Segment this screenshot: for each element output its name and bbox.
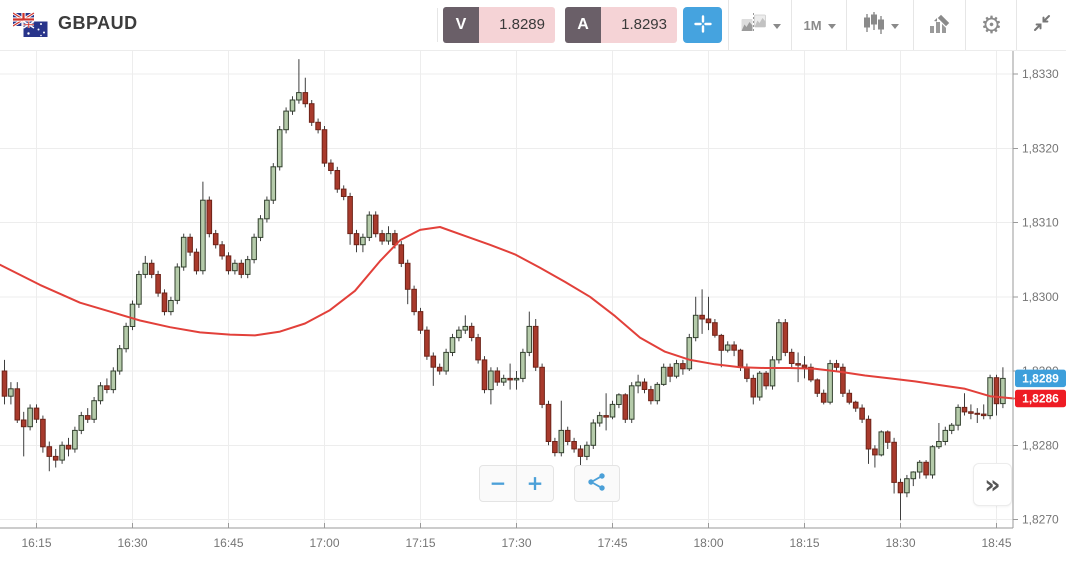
chevron-down-icon [772,23,781,29]
au-flag-icon [22,20,49,38]
svg-text:1,8310: 1,8310 [1022,216,1059,230]
chevron-down-icon [890,23,899,29]
indicator-marker-icon [928,12,952,39]
svg-text:16:45: 16:45 [213,536,243,550]
svg-text:1,8330: 1,8330 [1022,67,1059,81]
share-button[interactable] [574,465,620,502]
share-icon [587,472,607,495]
svg-text:1,8300: 1,8300 [1022,290,1059,304]
svg-text:1,8286: 1,8286 [1022,392,1059,406]
chart-compare-button[interactable] [728,0,792,50]
header-divider [437,8,438,42]
chart-header: GBPAUD V 1.8289 A 1.8293 [0,0,1066,51]
ask-value: 1.8293 [601,7,677,43]
svg-text:17:45: 17:45 [597,536,627,550]
timeframe-selector[interactable]: 1M [791,0,847,50]
zoom-out-button[interactable]: − [479,465,517,502]
collapse-button[interactable] [1016,0,1066,50]
bid-value: 1.8289 [479,7,555,43]
candlestick-icon [863,11,885,40]
collapse-arrows-icon [1032,13,1052,38]
svg-text:1,8289: 1,8289 [1022,372,1059,386]
chart-type-button[interactable] [846,0,914,50]
bid-price-button[interactable]: V 1.8289 [443,7,555,43]
chevron-down-icon [827,23,836,29]
crosshair-tool-button[interactable] [683,7,722,43]
svg-text:18:45: 18:45 [981,536,1011,550]
svg-text:1,8270: 1,8270 [1022,513,1059,527]
svg-text:1,8320: 1,8320 [1022,141,1059,155]
candlestick-chart[interactable]: 1,83301,83201,83101,83001,82901,82801,82… [0,50,1066,561]
bid-badge: V [443,7,479,43]
timeframe-label: 1M [803,17,822,33]
svg-text:16:15: 16:15 [21,536,51,550]
svg-text:16:30: 16:30 [117,536,147,550]
chart-area: 1,83301,83201,83101,83001,82901,82801,82… [0,50,1066,561]
svg-text:18:00: 18:00 [693,536,723,550]
svg-text:17:00: 17:00 [309,536,339,550]
svg-text:18:15: 18:15 [789,536,819,550]
crosshair-icon [693,14,713,37]
indicators-button[interactable] [913,0,966,50]
svg-text:17:30: 17:30 [501,536,531,550]
ask-price-button[interactable]: A 1.8293 [565,7,677,43]
ask-badge: A [565,7,601,43]
zoom-in-button[interactable]: + [516,465,554,502]
symbol-title: GBPAUD [58,13,138,33]
zoom-controls: − + [479,465,554,502]
compare-charts-icon [741,12,767,38]
expand-panel-button[interactable]: » [973,463,1012,506]
svg-text:18:30: 18:30 [885,536,915,550]
settings-button[interactable]: ⚙ [965,0,1017,50]
gear-icon: ⚙ [980,11,1003,39]
svg-text:1,8280: 1,8280 [1022,438,1059,452]
gbpaud-flag-icon [12,11,51,39]
svg-text:17:15: 17:15 [405,536,435,550]
